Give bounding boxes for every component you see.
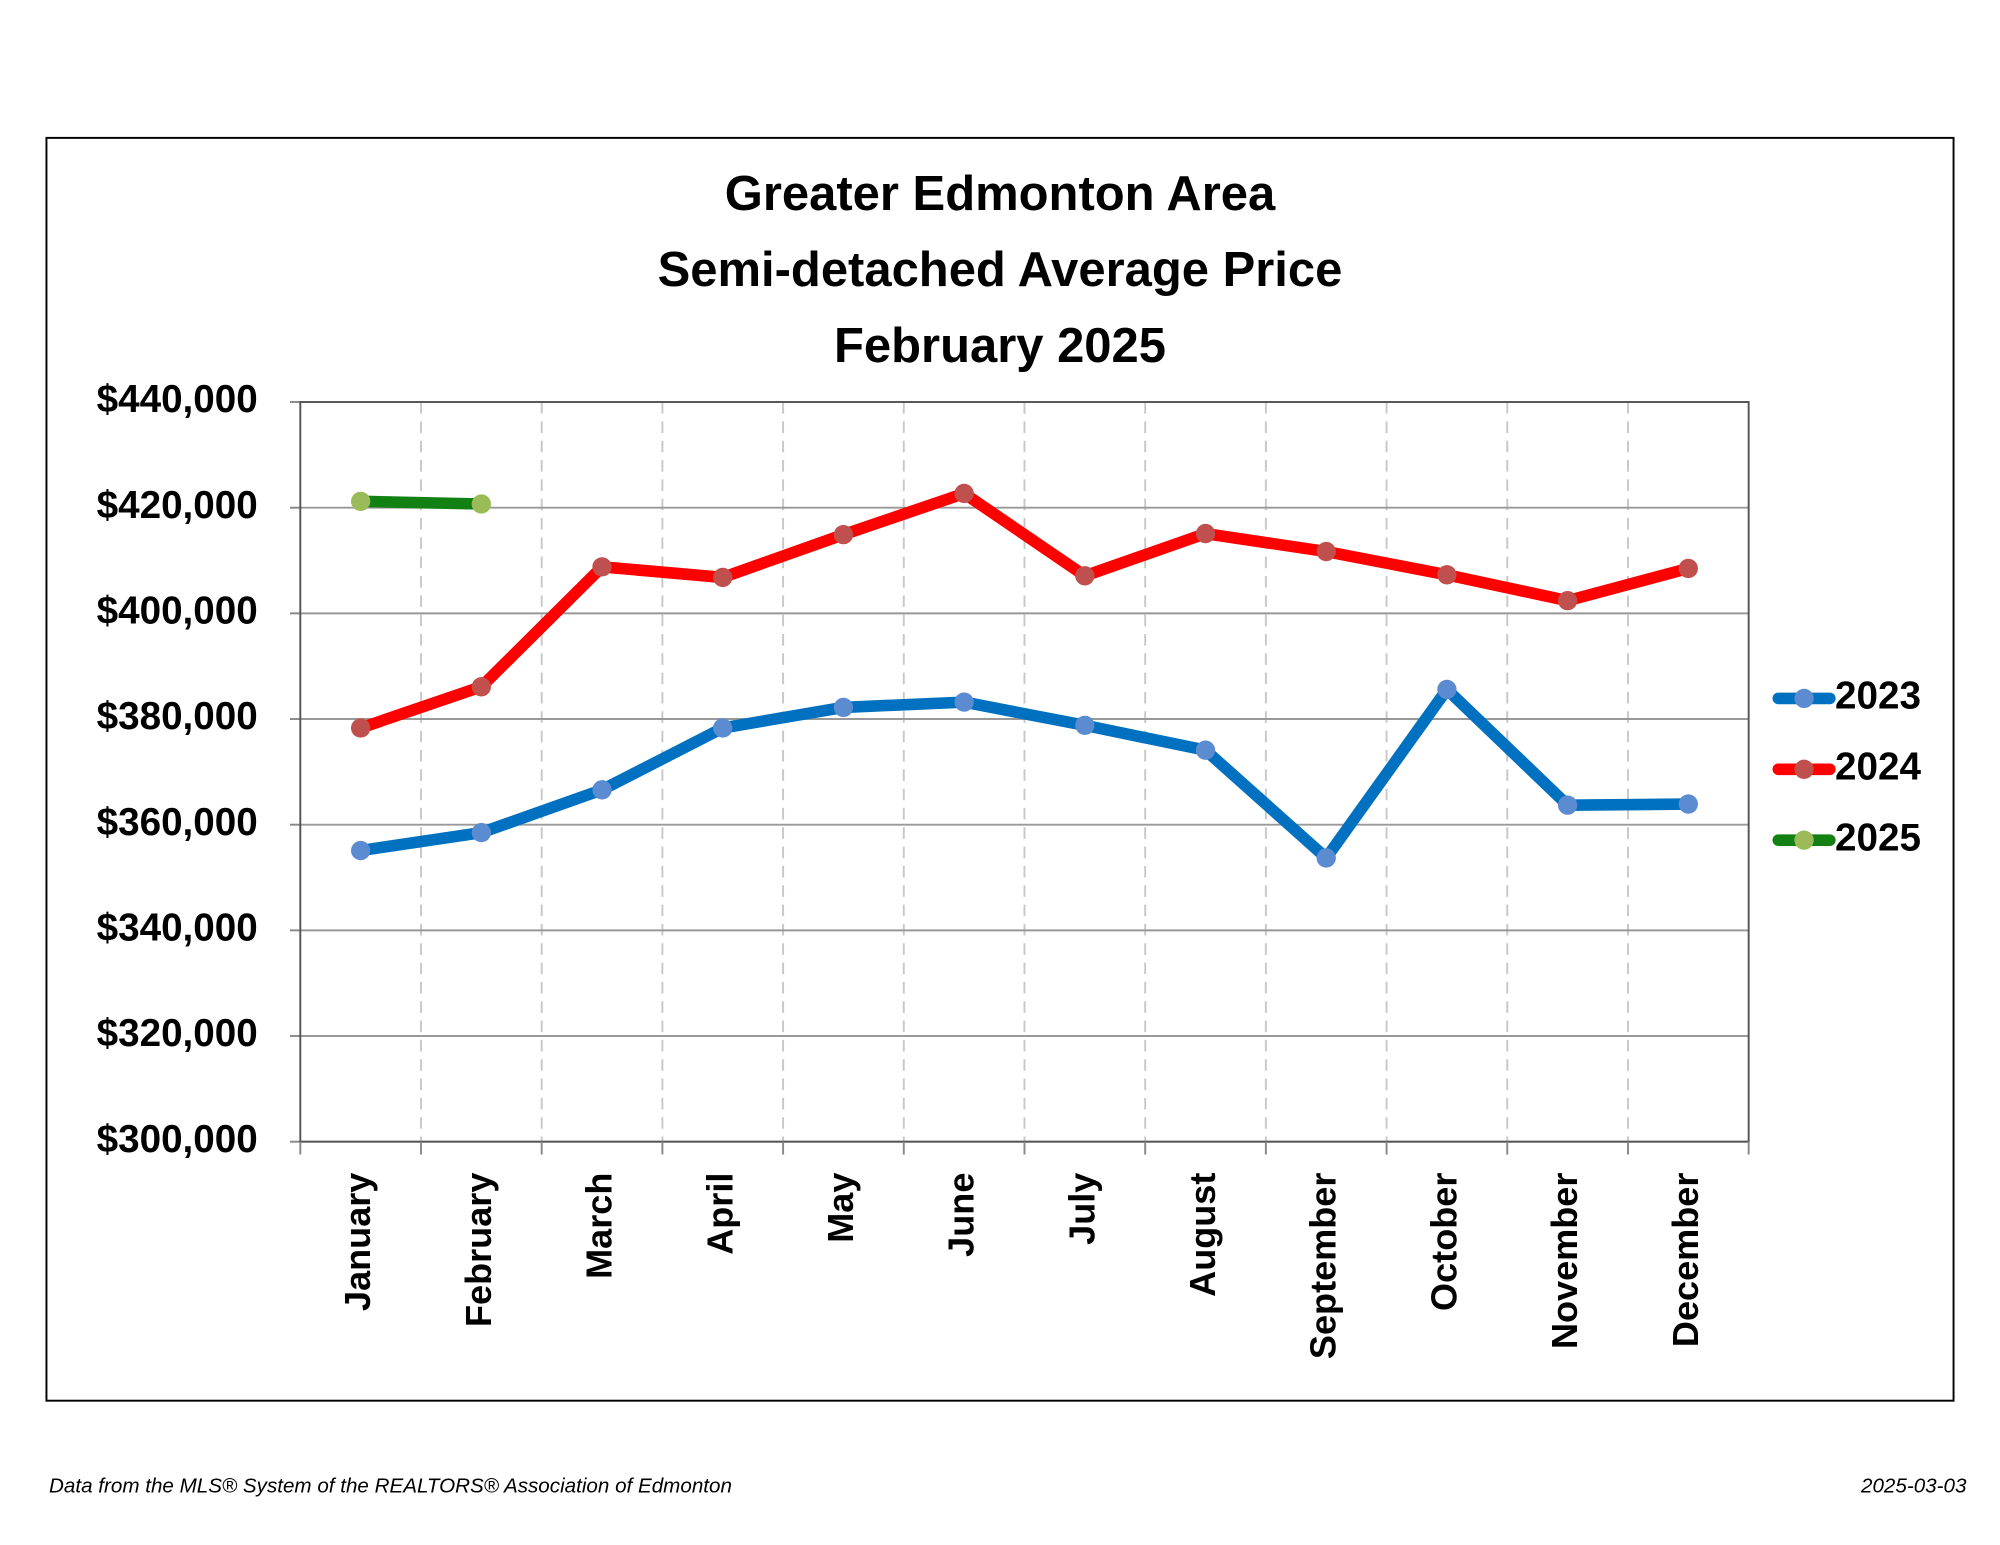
- data-point: [350, 491, 371, 512]
- data-point: [713, 718, 733, 738]
- data-point: [1437, 565, 1457, 585]
- data-point: [592, 557, 612, 577]
- x-tick-label: November: [1544, 1173, 1585, 1349]
- x-tick-label: June: [941, 1173, 982, 1257]
- series-line: [358, 487, 1690, 734]
- data-point: [1316, 848, 1336, 868]
- date-note: 2025-03-03: [1860, 1474, 1967, 1497]
- legend-label: 2024: [1835, 745, 1921, 788]
- data-point: [1557, 795, 1578, 815]
- legend-label: 2023: [1835, 675, 1921, 718]
- x-tick-label: March: [579, 1173, 620, 1279]
- data-point: [1316, 541, 1336, 562]
- x-tick-label: September: [1303, 1173, 1344, 1359]
- data-point: [350, 718, 371, 738]
- data-point: [833, 524, 854, 545]
- x-tick-label: February: [458, 1173, 499, 1327]
- x-tick-label: August: [1182, 1173, 1223, 1297]
- x-tick-label: May: [820, 1173, 861, 1243]
- legend-label: 2025: [1835, 816, 1921, 859]
- y-tick-label: $320,000: [97, 1012, 258, 1055]
- x-tick-label: December: [1665, 1173, 1706, 1347]
- data-point: [713, 567, 733, 588]
- data-point: [1678, 794, 1698, 814]
- source-note: Data from the MLS® System of the REALTOR…: [49, 1474, 732, 1497]
- y-tick-label: $420,000: [97, 484, 258, 527]
- data-point: [954, 483, 974, 504]
- series-line: [360, 495, 482, 510]
- data-point: [1075, 566, 1095, 586]
- series-line: [359, 683, 1689, 864]
- y-tick-label: $380,000: [97, 695, 258, 738]
- x-tick-label: July: [1061, 1173, 1102, 1245]
- data-point: [1195, 523, 1216, 544]
- chart-title: February 2025: [834, 319, 1166, 373]
- data-point: [471, 822, 492, 843]
- data-point: [592, 780, 612, 800]
- legend-marker: [1794, 688, 1814, 709]
- data-point: [1678, 558, 1698, 579]
- data-point: [954, 692, 974, 712]
- data-point: [1437, 679, 1457, 700]
- y-tick-label: $400,000: [97, 590, 258, 633]
- data-point: [1075, 715, 1095, 736]
- y-tick-label: $360,000: [97, 801, 258, 844]
- data-point: [833, 697, 854, 718]
- legend-marker: [1794, 830, 1814, 850]
- x-tick-label: April: [699, 1173, 740, 1255]
- y-tick-label: $440,000: [97, 378, 258, 421]
- legend-marker: [1794, 759, 1814, 779]
- data-point: [350, 840, 371, 861]
- y-tick-label: $300,000: [97, 1118, 258, 1161]
- data-point: [1557, 591, 1578, 611]
- chart-title: Semi-detached Average Price: [658, 243, 1343, 297]
- x-tick-label: October: [1423, 1173, 1464, 1311]
- y-tick-label: $340,000: [97, 907, 258, 950]
- data-point: [1195, 740, 1216, 760]
- data-point: [471, 494, 492, 514]
- chart-title: Greater Edmonton Area: [725, 167, 1276, 221]
- data-point: [471, 677, 492, 697]
- x-tick-label: January: [337, 1173, 378, 1311]
